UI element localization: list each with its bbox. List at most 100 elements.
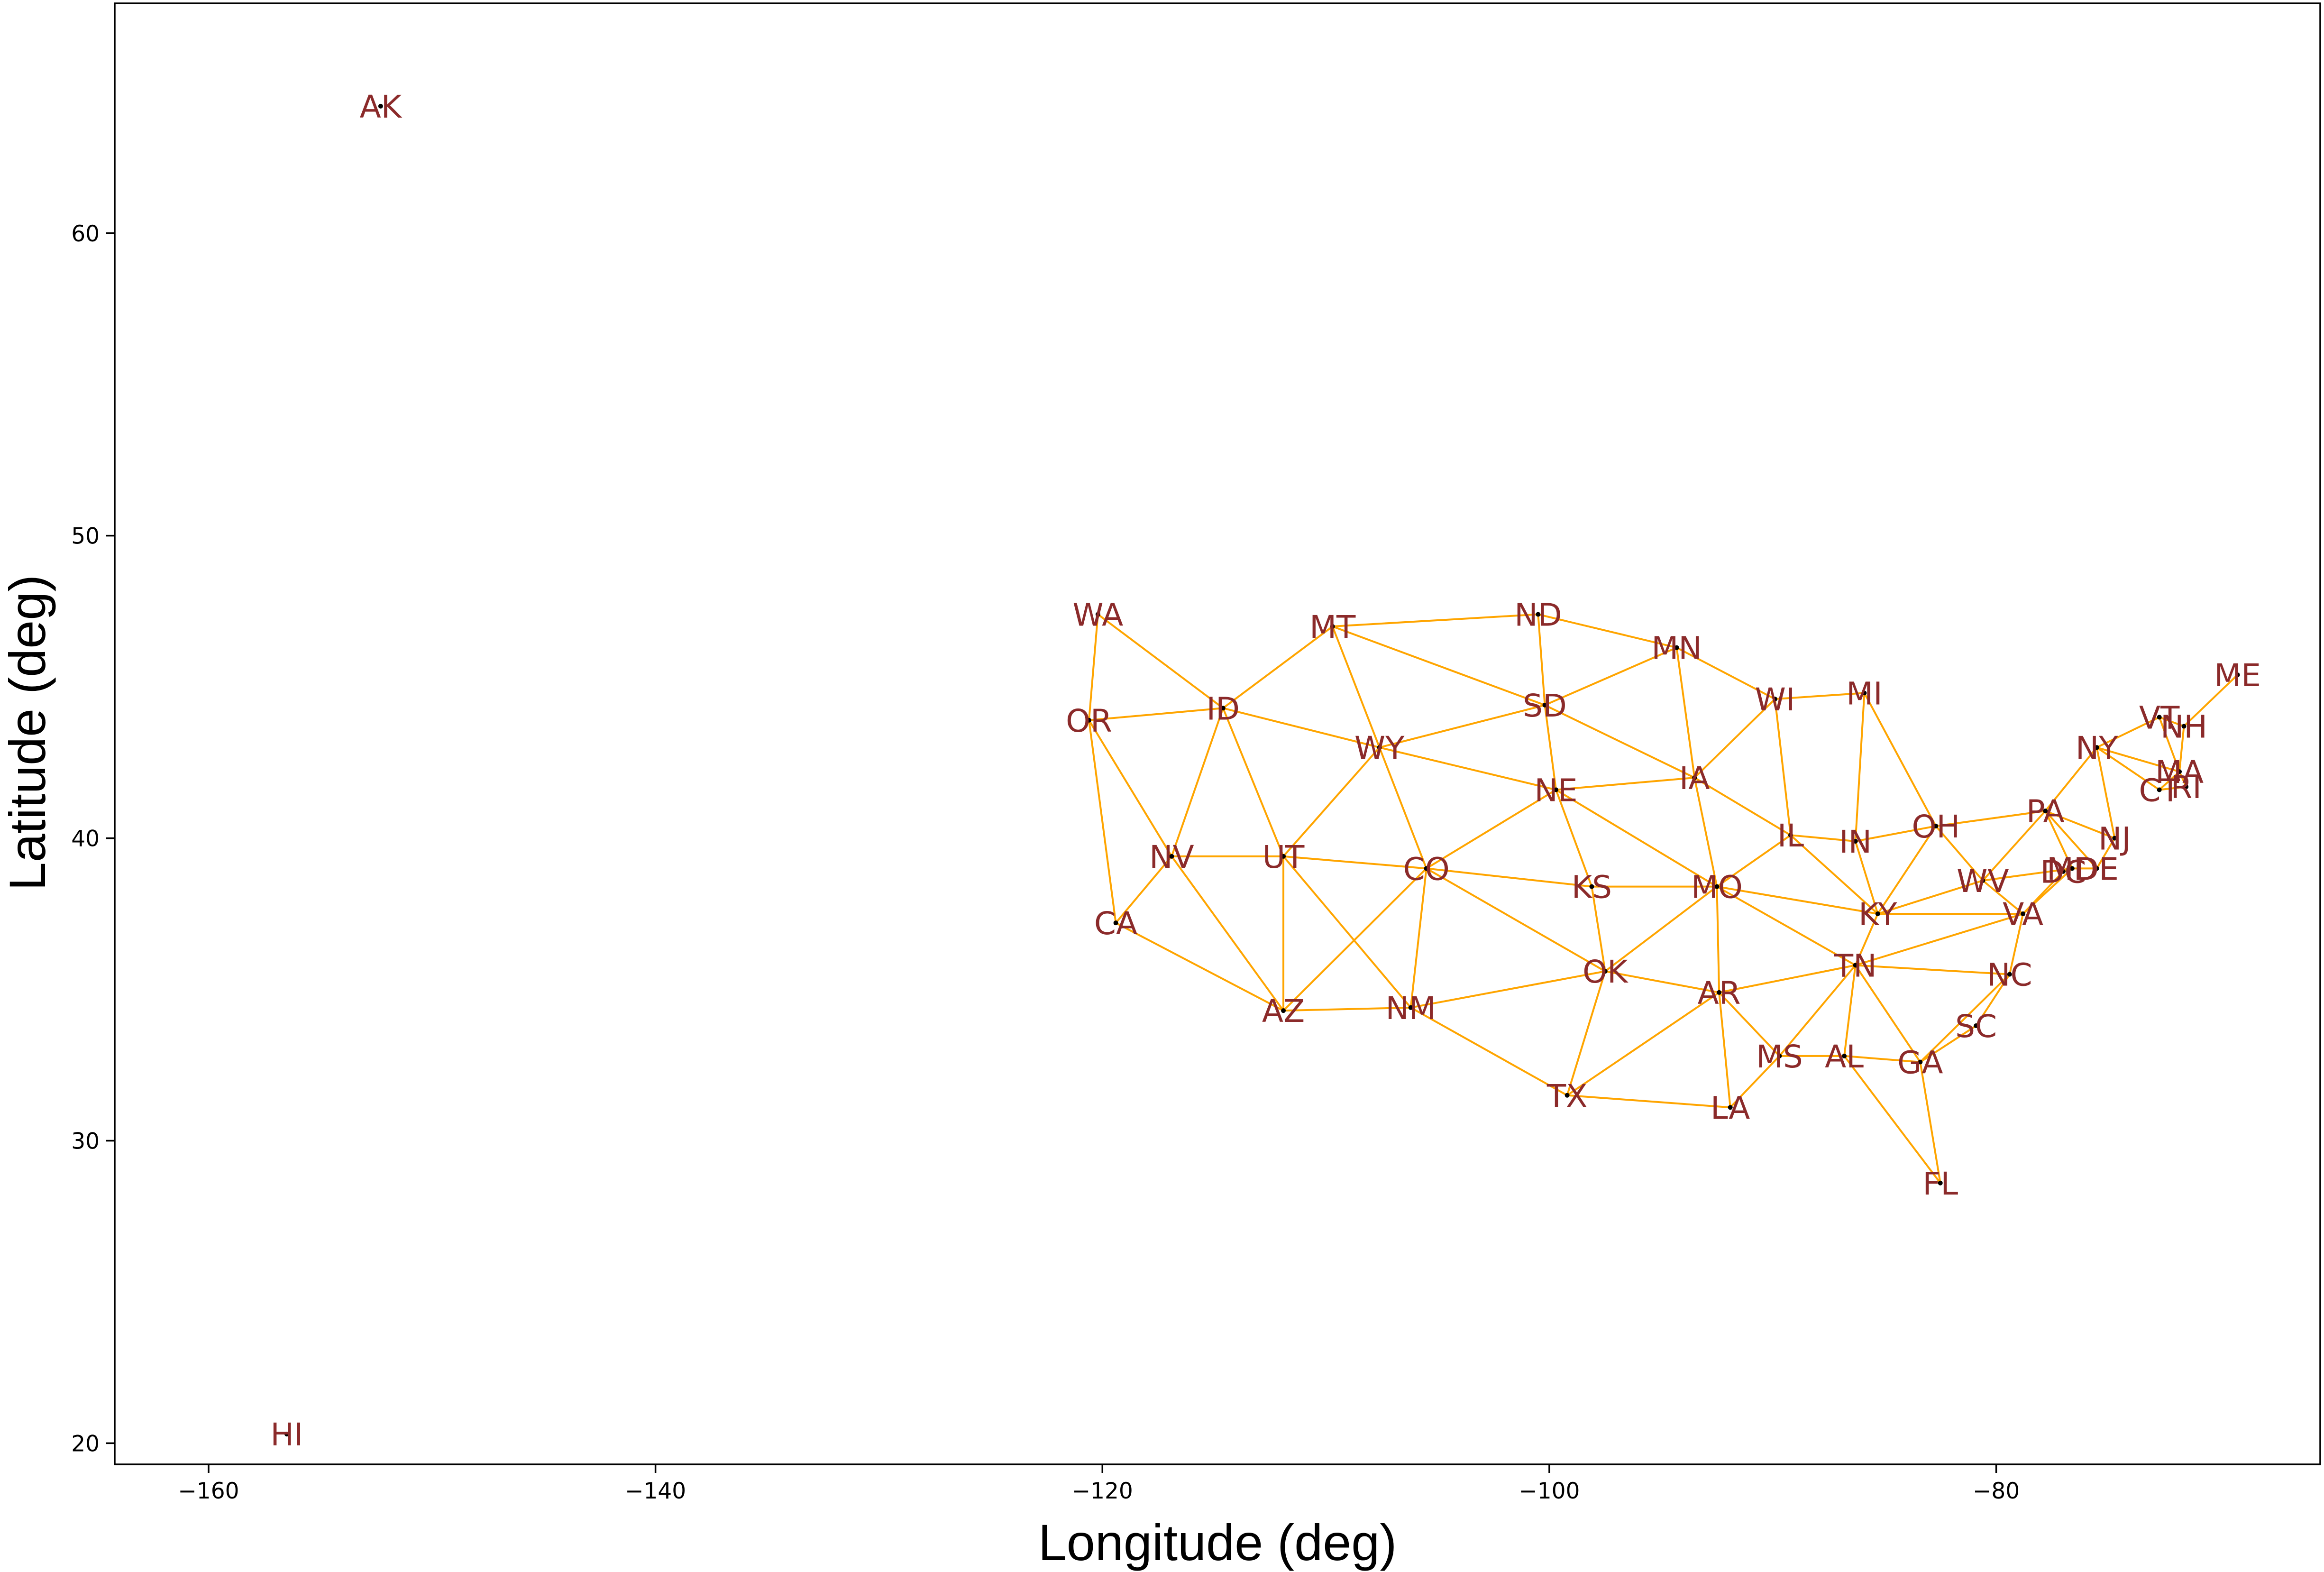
y-tick-label: 40: [71, 826, 100, 852]
point-ut: [1281, 854, 1286, 859]
edge-or-ca: [1088, 720, 1117, 923]
point-de: [2094, 866, 2099, 871]
state-label-co: CO: [1403, 851, 1450, 887]
edge-mo-ar: [1716, 886, 1720, 993]
edge-pa-de: [2044, 810, 2098, 869]
edge-ny-vt: [2096, 716, 2160, 749]
state-label-fl: FL: [1922, 1166, 1958, 1202]
edge-or-id: [1089, 707, 1223, 721]
plot-frame: [114, 2, 2321, 1465]
state-label-ks: KS: [1572, 869, 1612, 906]
state-label-nm: NM: [1386, 990, 1436, 1027]
edge-tx-ar: [1566, 992, 1720, 1096]
state-label-me: ME: [2214, 657, 2261, 694]
state-label-ia: IA: [1679, 760, 1710, 797]
point-ri: [2184, 784, 2189, 790]
edge-or-nv: [1088, 719, 1173, 857]
state-label-oh: OH: [1912, 809, 1960, 845]
point-wi: [1772, 697, 1777, 702]
point-id: [1220, 706, 1226, 711]
edge-ne-mo: [1555, 789, 1718, 888]
edge-ca-az: [1115, 922, 1284, 1011]
edge-in-oh: [1855, 825, 1936, 842]
x-axis-title: Longitude (deg): [1038, 1514, 1397, 1571]
edge-vt-nh: [2159, 716, 2185, 727]
point-ar: [1717, 990, 1722, 995]
edge-ga-fl: [1919, 1062, 1941, 1184]
point-in: [1853, 838, 1858, 844]
state-label-ok: OK: [1583, 954, 1629, 990]
state-label-mi: MI: [1846, 675, 1882, 712]
edge-wv-pa: [1982, 810, 2046, 882]
x-tick-label: −100: [1519, 1478, 1580, 1504]
state-label-pa: PA: [2026, 793, 2065, 830]
point-co: [1424, 866, 1429, 871]
edge-ny-ma: [2096, 746, 2180, 773]
edge-ia-il: [1694, 777, 1791, 836]
edge-wa-or: [1088, 614, 1099, 720]
x-axis-ticks: −160 −140 −120 −100 −80: [178, 1464, 2020, 1504]
point-wa: [1095, 612, 1100, 617]
state-label-ca: CA: [1094, 905, 1137, 942]
edge-va-dc: [2022, 871, 2064, 915]
point-ky: [1875, 911, 1880, 917]
point-tx: [1565, 1093, 1570, 1098]
point-ks: [1589, 884, 1594, 889]
point-hi: [284, 1432, 289, 1437]
point-va: [2021, 911, 2026, 917]
point-sd: [1542, 702, 1547, 708]
state-label-nj: NJ: [2098, 821, 2131, 857]
edge-pa-md: [2044, 810, 2073, 869]
state-label-ne: NE: [1535, 772, 1578, 809]
edge-id-ut: [1222, 708, 1284, 857]
edge-wi-mi: [1775, 692, 1865, 700]
edge-mo-tn: [1716, 885, 1856, 966]
point-ne: [1554, 787, 1559, 792]
point-ny: [2094, 745, 2099, 750]
edge-ga-sc: [1920, 1025, 1977, 1063]
state-label-ny: NY: [2076, 730, 2118, 766]
edge-ny-ct: [2096, 746, 2160, 791]
edge-la-ms: [1729, 1055, 1780, 1108]
edge-oh-ky: [1877, 825, 1937, 915]
edge-ma-ri: [2178, 771, 2187, 787]
edge-ks-ok: [1591, 886, 1606, 972]
edge-ia-mo: [1693, 777, 1718, 887]
y-axis-title: Latitude (deg): [0, 575, 56, 891]
edge-wy-ut: [1282, 746, 1381, 857]
state-label-az: AZ: [1262, 993, 1305, 1030]
state-label-md: MD: [2047, 851, 2098, 887]
edge-co-ks: [1426, 867, 1592, 888]
state-label-nv: NV: [1149, 839, 1194, 875]
state-label-ga: GA: [1897, 1045, 1943, 1081]
state-label-tn: TN: [1834, 947, 1877, 984]
state-label-vt: VT: [2139, 699, 2180, 736]
state-label-ar: AR: [1698, 975, 1741, 1011]
state-label-wa: WA: [1072, 597, 1123, 634]
edge-nm-ok: [1410, 970, 1606, 1009]
edge-ky-wv: [1877, 879, 1983, 915]
point-nc: [2007, 972, 2012, 977]
state-label-wv: WV: [1957, 863, 2009, 900]
edge-nd-sd: [1537, 614, 1546, 706]
point-ia: [1692, 775, 1697, 780]
y-tick-label: 50: [71, 524, 100, 550]
edge-nv-az: [1171, 855, 1284, 1011]
state-label-hi: HI: [270, 1416, 303, 1453]
state-label-ky: KY: [1858, 896, 1897, 933]
point-tn: [1853, 963, 1858, 968]
point-nv: [1169, 854, 1174, 859]
point-pa: [2043, 809, 2048, 814]
y-axis-ticks: 20 30 40 50 60: [71, 221, 115, 1457]
point-oh: [1933, 824, 1939, 829]
edge-ok-mo: [1604, 886, 1718, 972]
state-label-dc: DC: [2040, 854, 2086, 891]
point-sc: [1974, 1023, 1979, 1029]
edge-mo-il: [1716, 834, 1792, 888]
state-label-la: LA: [1711, 1090, 1750, 1126]
state-label-sc: SC: [1955, 1008, 1997, 1045]
edge-ne-ia: [1555, 777, 1695, 791]
edge-wv-md: [1983, 867, 2073, 882]
point-dc: [2060, 869, 2066, 874]
